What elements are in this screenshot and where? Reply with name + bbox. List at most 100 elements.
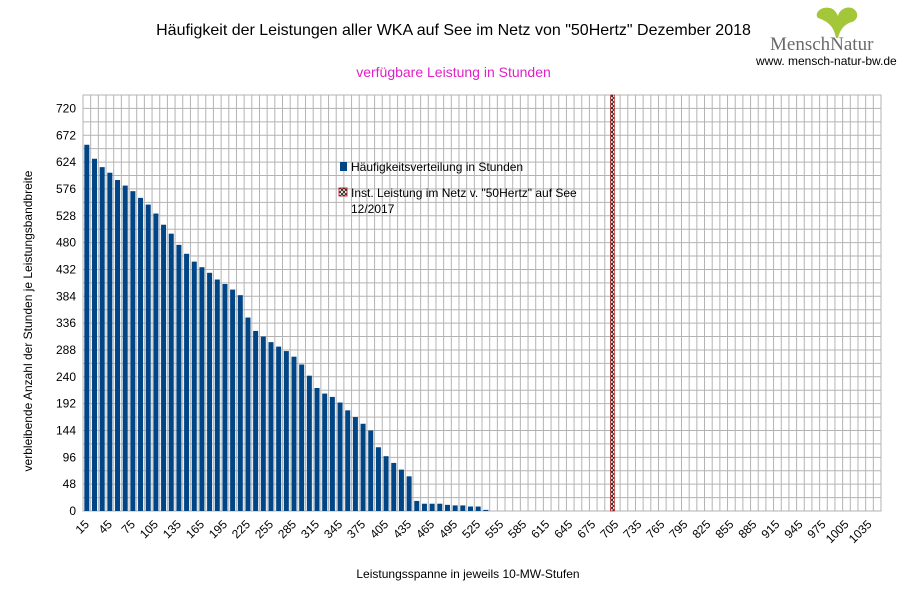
x-tick-label: 75 xyxy=(119,517,139,537)
bars xyxy=(84,144,489,512)
x-tick-label: 885 xyxy=(735,517,759,541)
bar xyxy=(245,317,251,511)
bar xyxy=(122,185,128,512)
bar xyxy=(452,505,458,511)
legend-swatch-marker xyxy=(338,187,348,197)
x-tick-label: 315 xyxy=(298,517,322,541)
bar xyxy=(437,503,443,511)
bar xyxy=(291,356,297,511)
y-tick-label: 144 xyxy=(56,423,76,437)
x-ticks: 15 45 751051351651952252552853153453754054… xyxy=(73,517,875,546)
x-tick-label: 495 xyxy=(436,517,460,541)
bar xyxy=(130,191,136,511)
bar xyxy=(184,253,190,511)
x-tick-label: 765 xyxy=(643,517,667,541)
x-tick-label: 45 xyxy=(96,517,116,537)
bar xyxy=(398,469,404,511)
bar xyxy=(368,430,374,511)
bar xyxy=(306,375,312,511)
y-tick-label: 480 xyxy=(56,236,76,250)
bar xyxy=(406,476,412,511)
y-tick-label: 336 xyxy=(56,316,76,330)
bar xyxy=(375,447,381,511)
bar xyxy=(329,396,335,511)
x-tick-label: 555 xyxy=(482,517,506,541)
x-tick-label: 465 xyxy=(413,517,437,541)
x-tick-label: 795 xyxy=(666,517,690,541)
bar xyxy=(421,503,427,511)
x-tick-label: 105 xyxy=(137,517,161,541)
bar xyxy=(460,505,466,511)
y-tick-label: 240 xyxy=(56,370,76,384)
x-tick-label: 1035 xyxy=(846,517,875,546)
x-tick-label: 855 xyxy=(712,517,736,541)
y-tick-label: 432 xyxy=(56,262,76,276)
x-tick-label: 285 xyxy=(275,517,299,541)
logo-url: www. mensch-natur-bw.de xyxy=(756,54,897,68)
legend: Häufigkeitsverteilung in Stunden Inst. L… xyxy=(338,160,577,216)
bar xyxy=(99,167,105,511)
x-tick-label: 375 xyxy=(344,517,368,541)
bar xyxy=(207,272,213,511)
legend-label-bars: Häufigkeitsverteilung in Stunden xyxy=(351,160,523,174)
bar xyxy=(483,509,489,511)
y-tick-label: 672 xyxy=(56,128,76,142)
x-tick-label: 345 xyxy=(321,517,345,541)
bar xyxy=(145,204,151,511)
bar xyxy=(414,500,420,511)
x-tick-label: 585 xyxy=(505,517,529,541)
bar xyxy=(260,336,266,511)
x-tick-label: 255 xyxy=(252,517,276,541)
bar xyxy=(467,506,473,511)
x-tick-label: 645 xyxy=(551,517,575,541)
bar xyxy=(161,224,167,511)
bar xyxy=(352,417,358,511)
bar xyxy=(283,351,289,511)
x-tick-label: 165 xyxy=(183,517,207,541)
bar xyxy=(314,387,320,511)
bar xyxy=(107,172,113,511)
logo-name: MenschNatur xyxy=(770,34,874,55)
bar xyxy=(429,503,435,511)
bar xyxy=(337,402,343,511)
ginkgo-leaf-icon xyxy=(816,7,858,39)
bar xyxy=(176,244,182,511)
chart-subtitle: verfügbare Leistung in Stunden xyxy=(356,64,551,80)
bar xyxy=(214,279,220,511)
y-tick-label: 720 xyxy=(56,101,76,115)
y-ticks: 0 48 96 144 192 240 288 336 384 432 480 528 576 624 67… xyxy=(56,101,76,518)
bar xyxy=(268,342,274,511)
x-tick-label: 915 xyxy=(758,517,782,541)
bar xyxy=(199,267,205,511)
bar xyxy=(230,289,236,511)
bar xyxy=(299,364,305,511)
bar xyxy=(138,197,144,511)
y-tick-label: 624 xyxy=(56,155,76,169)
bar xyxy=(253,330,259,511)
x-axis-label: Leistungsspanne in jeweils 10-MW-Stufen xyxy=(356,567,579,581)
marker-band xyxy=(610,94,615,512)
x-tick-label: 405 xyxy=(367,517,391,541)
y-tick-label: 96 xyxy=(63,450,77,464)
y-tick-label: 0 xyxy=(69,504,76,518)
bar xyxy=(153,213,159,511)
y-tick-label: 48 xyxy=(63,477,77,491)
x-tick-label: 945 xyxy=(781,517,805,541)
x-tick-label: 735 xyxy=(620,517,644,541)
y-axis-label: verbleibende Anzahl der Stunden je Leist… xyxy=(21,170,35,471)
y-tick-label: 528 xyxy=(56,209,76,223)
x-tick-label: 1005 xyxy=(823,517,852,546)
x-tick-label: 825 xyxy=(689,517,713,541)
legend-swatch-bars xyxy=(340,162,347,171)
bar xyxy=(345,410,351,511)
y-tick-label: 576 xyxy=(56,182,76,196)
x-tick-label: 135 xyxy=(160,517,184,541)
x-tick-label: 195 xyxy=(206,517,230,541)
bar xyxy=(237,295,243,511)
bar xyxy=(168,233,174,511)
bar xyxy=(475,506,481,511)
bar xyxy=(383,456,389,511)
bar xyxy=(115,179,121,511)
x-tick-label: 435 xyxy=(390,517,414,541)
